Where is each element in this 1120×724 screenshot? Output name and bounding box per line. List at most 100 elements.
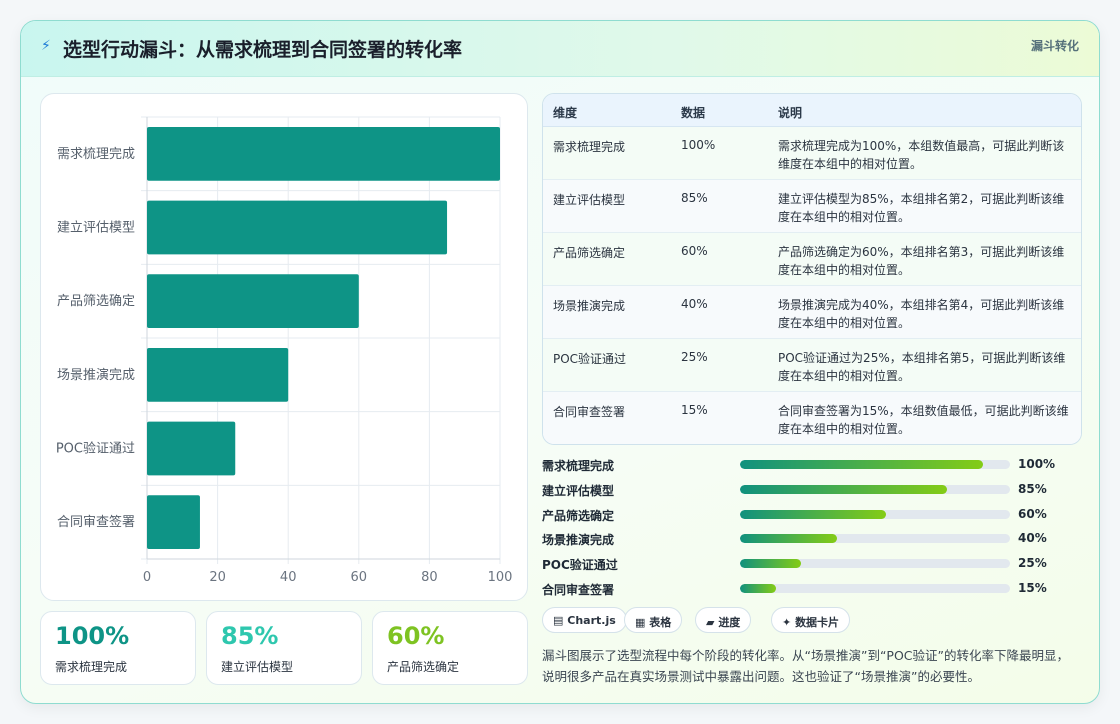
cell-note: 建立评估模型为85%，本组排名第2，可据此判断该维度在本组中的相对位置。 xyxy=(778,192,1065,224)
stat-value: 60% xyxy=(387,622,445,650)
card-header: ⚡ 选型行动漏斗：从需求梳理到合同签署的转化率 漏斗转化 xyxy=(21,21,1099,77)
lightning-icon: ⚡ xyxy=(41,38,51,54)
progress-label: 需求梳理完成 xyxy=(542,459,615,473)
table-icon: ▦ xyxy=(635,616,646,629)
progress-fill xyxy=(740,509,886,519)
progress-value: 60% xyxy=(1018,506,1047,521)
column-header: 数据 xyxy=(681,106,706,120)
cell-note: POC验证通过为25%，本组排名第5，可据此判断该维度在本组中的相对位置。 xyxy=(778,351,1066,383)
cell-note: 合同审查签署为15%，本组数值最低，可据此判断该维度在本组中的相对位置。 xyxy=(778,404,1069,436)
category-label: 建立评估模型 xyxy=(57,221,135,236)
progress-label: 场景推演完成 xyxy=(542,533,615,548)
x-tick-label: 40 xyxy=(280,570,297,585)
pill-table[interactable]: ▦ 表格 xyxy=(624,607,683,633)
progress-track xyxy=(740,484,1010,494)
progress-track xyxy=(740,509,1010,519)
progress-fill xyxy=(740,484,947,494)
progress-fill xyxy=(740,534,838,544)
table-row: POC验证通过 25% POC验证通过为25%，本组排名第5，可据此判断该维度在… xyxy=(543,339,1081,392)
progress-track xyxy=(740,559,1010,569)
cell-dimension: 建立评估模型 xyxy=(553,193,626,207)
pill-label: Chart.js xyxy=(567,614,616,627)
progress-label: POC验证通过 xyxy=(542,558,618,573)
progress-value: 85% xyxy=(1018,481,1047,496)
x-tick-label: 0 xyxy=(143,570,151,585)
column-header: 说明 xyxy=(778,106,803,120)
cell-value: 60% xyxy=(681,244,708,258)
stat-label: 产品筛选确定 xyxy=(387,660,460,674)
cell-note: 需求梳理完成为100%，本组数值最高，可据此判断该维度在本组中的相对位置。 xyxy=(778,139,1065,171)
pill-label: 表格 xyxy=(649,616,672,629)
category-label: 需求梳理完成 xyxy=(57,147,135,162)
progress-label: 产品筛选确定 xyxy=(542,508,615,523)
category-label: 场景推演完成 xyxy=(57,367,135,383)
stat-label: 需求梳理完成 xyxy=(55,660,128,674)
cell-value: 40% xyxy=(681,297,708,311)
page-title: 选型行动漏斗：从需求梳理到合同签署的转化率 xyxy=(63,39,463,61)
cell-dimension: POC验证通过 xyxy=(553,352,627,366)
x-tick-label: 80 xyxy=(421,570,438,585)
column-header: 维度 xyxy=(553,106,578,120)
progress-value: 100% xyxy=(1018,457,1056,471)
cell-value: 85% xyxy=(681,191,708,205)
table-header: 维度 数据 说明 xyxy=(543,94,1081,127)
progress-value: 15% xyxy=(1018,581,1047,595)
funnel-chart-panel: 需求梳理完成 建立评估模型 产品筛选确定 场景推演完成 POC验证通过 合同审查签署 0 20… xyxy=(40,93,528,601)
progress-row: 建立评估模型 85% xyxy=(542,478,1082,502)
stat-card: 85% 建立评估模型 xyxy=(206,611,362,685)
progress-icon: ▰ xyxy=(706,616,715,629)
cell-note: 产品筛选确定为60%，本组排名第3，可据此判断该维度在本组中的相对位置。 xyxy=(778,245,1065,277)
x-tick-label: 60 xyxy=(351,570,368,585)
chart-type-tag: 漏斗转化 xyxy=(1030,39,1079,53)
progress-fill xyxy=(740,559,801,569)
category-label: 产品筛选确定 xyxy=(57,294,135,309)
progress-track xyxy=(740,460,1010,469)
table-row: 合同审查签署 15% 合同审查签署为15%，本组数值最低，可据此判断该维度在本组… xyxy=(543,392,1081,444)
chart-description: 漏斗图展示了选型流程中每个阶段的转化率。从“场景推演”到“POC验证”的转化率下… xyxy=(542,648,1070,684)
cell-dimension: 场景推演完成 xyxy=(553,299,626,313)
progress-label: 建立评估模型 xyxy=(542,483,615,498)
cell-value: 25% xyxy=(681,350,708,364)
table-row: 产品筛选确定 60% 产品筛选确定为60%，本组排名第3，可据此判断该维度在本组… xyxy=(543,233,1081,286)
table-row: 需求梳理完成 100% 需求梳理完成为100%，本组数值最高，可据此判断该维度在… xyxy=(543,127,1081,180)
bar xyxy=(147,200,448,255)
progress-value: 40% xyxy=(1018,531,1047,546)
progress-fill xyxy=(740,460,983,469)
stat-value: 85% xyxy=(221,622,279,650)
stat-label: 建立评估模型 xyxy=(221,660,294,674)
progress-row: 产品筛选确定 60% xyxy=(542,503,1082,527)
cell-dimension: 产品筛选确定 xyxy=(553,246,626,260)
x-tick-label: 100 xyxy=(488,570,513,585)
progress-row: 需求梳理完成 100% xyxy=(542,453,1082,477)
progress-list: 需求梳理完成 100% 建立评估模型 85% 产品筛选确定 60% 场景推演完成… xyxy=(542,453,1082,603)
pill-label: 进度 xyxy=(718,616,741,629)
cell-value: 15% xyxy=(681,403,708,417)
cell-dimension: 需求梳理完成 xyxy=(553,140,626,154)
bar xyxy=(147,126,500,181)
category-label: POC验证通过 xyxy=(56,441,135,457)
pill-progress[interactable]: ▰ 进度 xyxy=(695,607,752,633)
progress-track xyxy=(740,584,1010,593)
stat-card: 100% 需求梳理完成 xyxy=(40,611,196,685)
bar xyxy=(147,495,200,550)
stat-value: 100% xyxy=(55,622,130,650)
stat-card: 60% 产品筛选确定 xyxy=(372,611,528,685)
bar xyxy=(147,347,289,402)
category-label: 合同审查签署 xyxy=(57,514,135,530)
bar xyxy=(147,274,359,329)
progress-row: POC验证通过 25% xyxy=(542,552,1082,576)
bar xyxy=(147,421,236,476)
cell-note: 场景推演完成为40%，本组排名第4，可据此判断该维度在本组中的相对位置。 xyxy=(778,298,1065,330)
pill-data-cards[interactable]: ✦ 数据卡片 xyxy=(771,607,851,633)
progress-row: 合同审查签署 15% xyxy=(542,577,1082,601)
table-row: 场景推演完成 40% 场景推演完成为40%，本组排名第4，可据此判断该维度在本组… xyxy=(543,286,1081,339)
pill-chartjs[interactable]: ▤ Chart.js xyxy=(542,607,627,633)
dashboard-card: ⚡ 选型行动漏斗：从需求梳理到合同签署的转化率 漏斗转化 需求梳理完成 建立评估模… xyxy=(20,20,1100,704)
pill-label: 数据卡片 xyxy=(795,616,840,629)
cell-value: 100% xyxy=(681,138,716,152)
progress-label: 合同审查签署 xyxy=(542,583,615,597)
sparkle-icon: ✦ xyxy=(782,616,792,629)
chart-icon: ▤ xyxy=(553,614,564,627)
data-table: 维度 数据 说明 需求梳理完成 100% 需求梳理完成为100%，本组数值最高，… xyxy=(542,93,1082,445)
